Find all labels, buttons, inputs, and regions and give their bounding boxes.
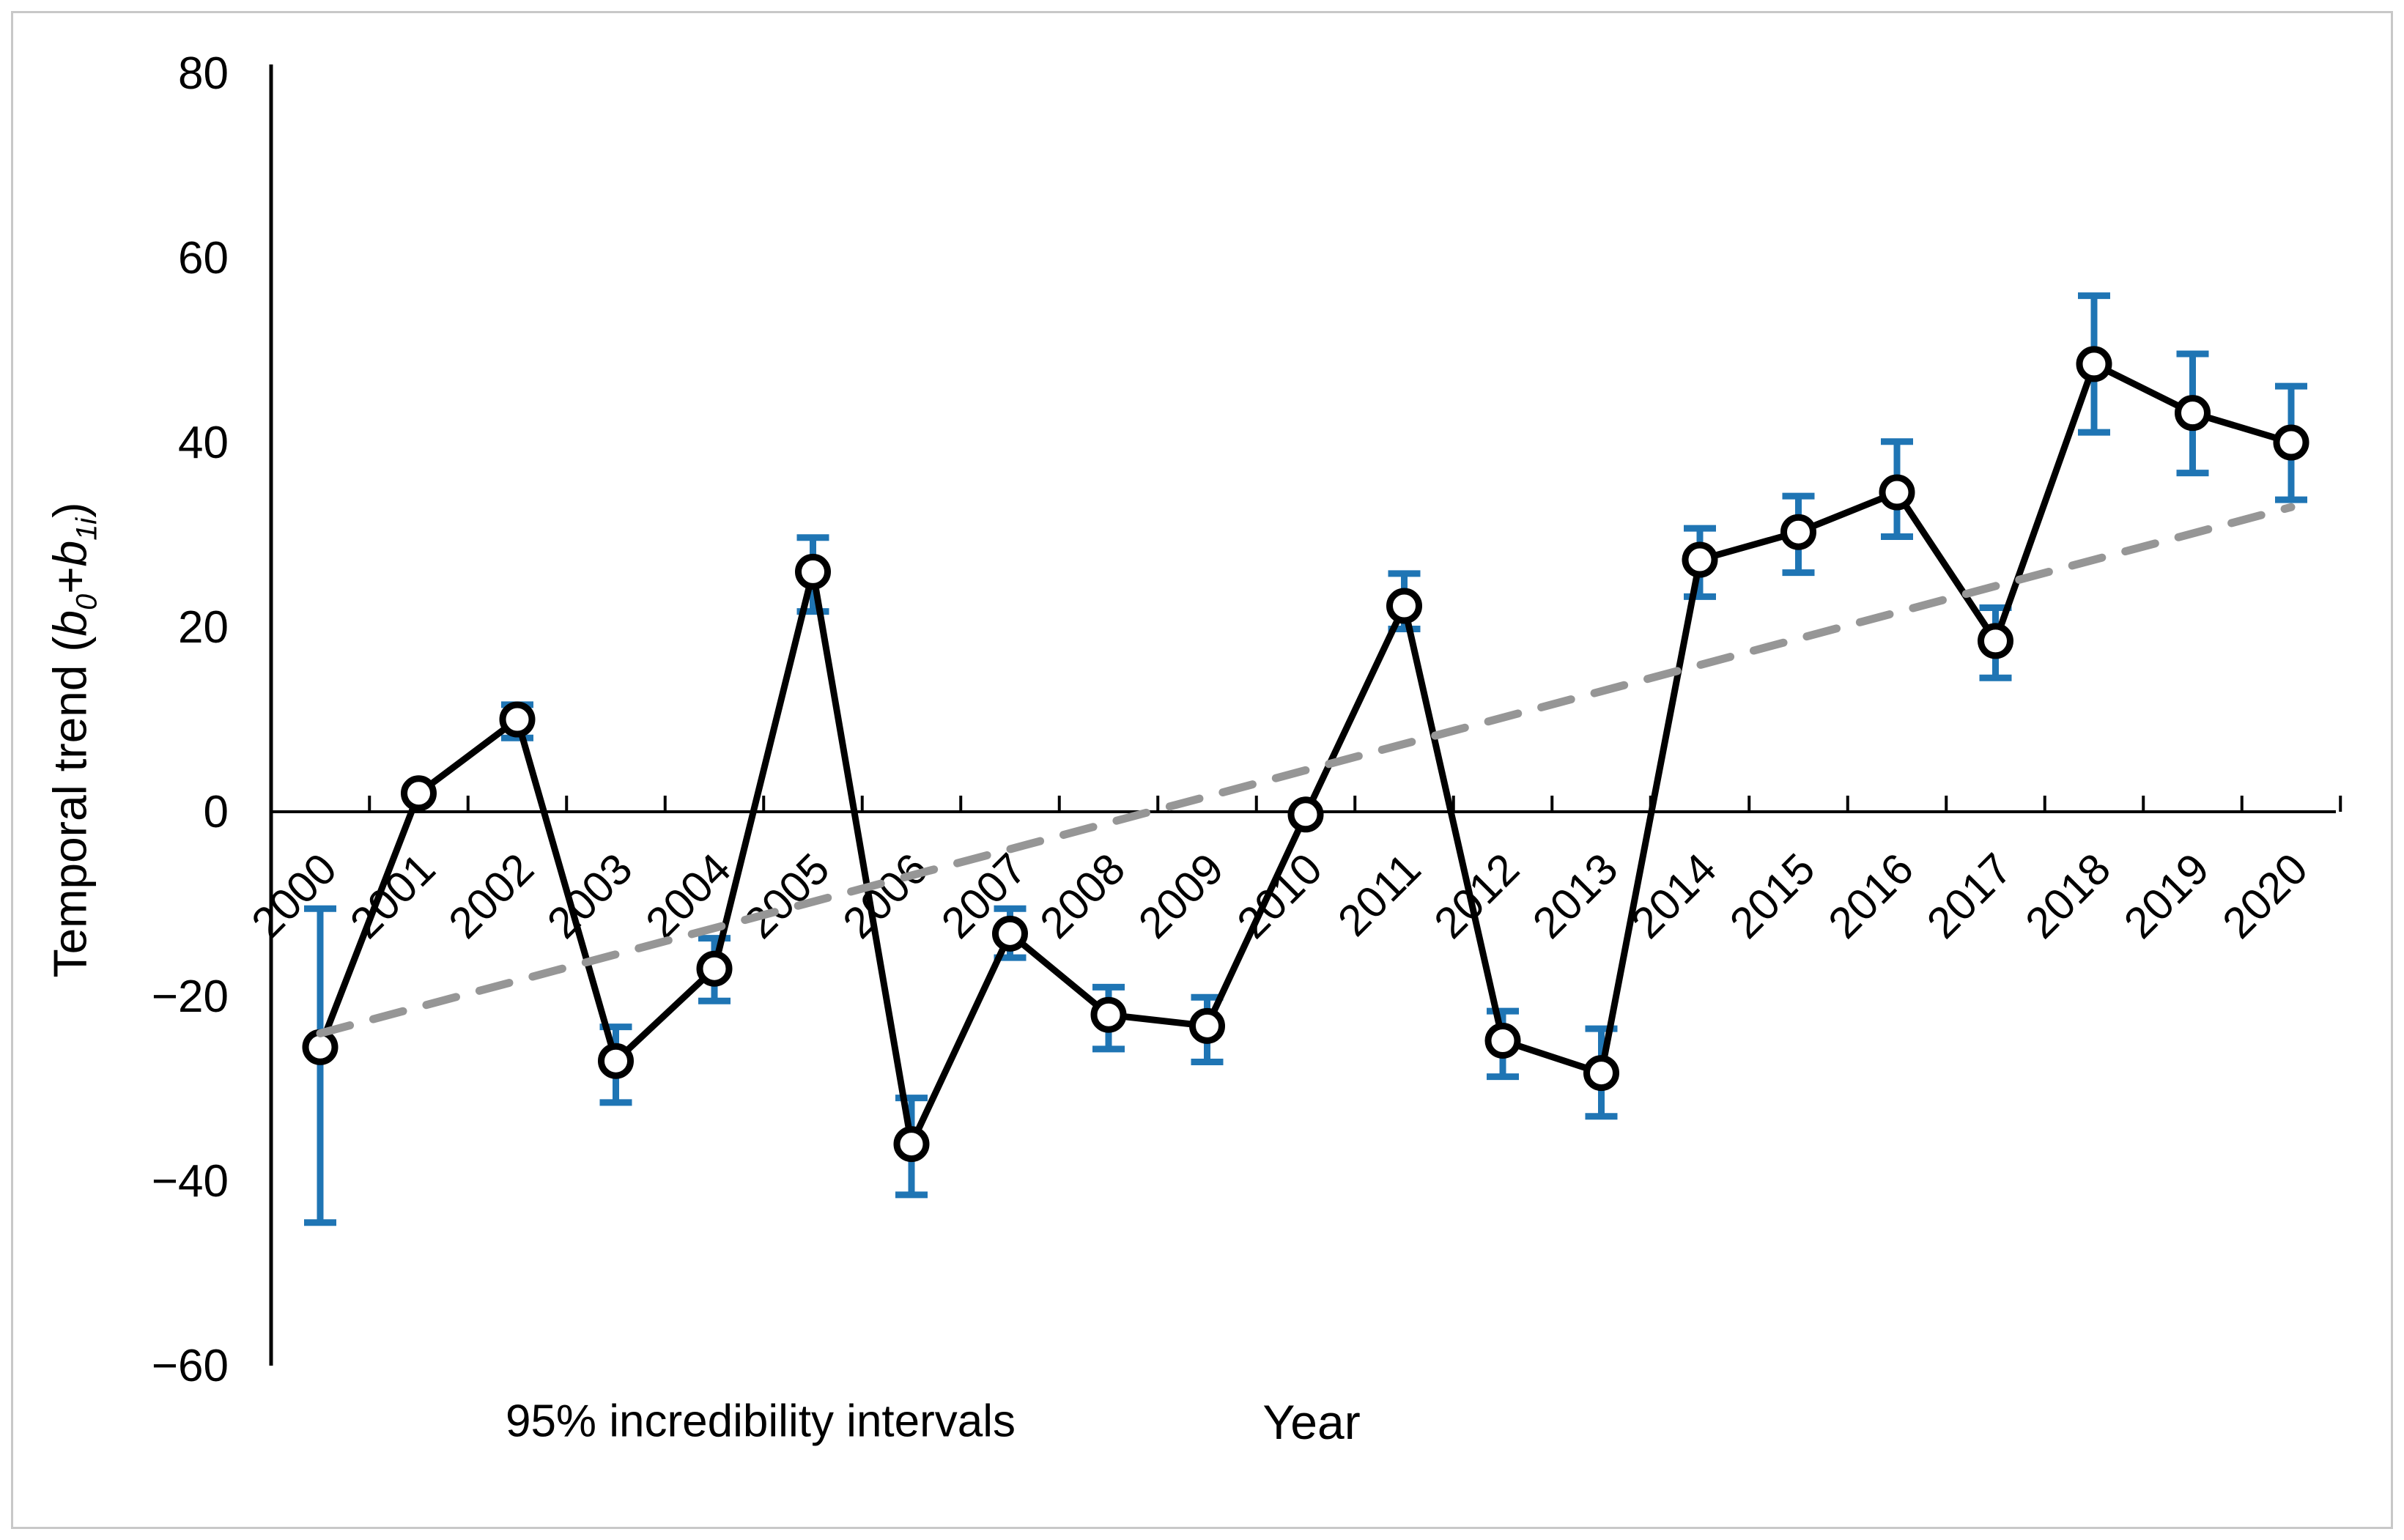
data-point-marker — [401, 775, 437, 812]
data-point-marker — [598, 1043, 634, 1079]
y-tick-labels: 80 60 40 20 0 −20 −40 −60 — [152, 48, 229, 1391]
data-point-marker — [893, 1126, 930, 1163]
y-axis-title-plus: + — [43, 566, 97, 594]
data-point-marker — [795, 553, 831, 590]
x-tick-label: 2002 — [439, 844, 543, 948]
data-point-marker — [1090, 996, 1127, 1033]
data-point-marker — [499, 701, 536, 738]
data-point-marker — [1386, 588, 1422, 624]
x-tick-label: 2016 — [1819, 844, 1923, 948]
y-axis-title-b0-var: b — [43, 610, 97, 637]
y-tick-label: 20 — [178, 602, 229, 653]
data-point-marker — [1978, 623, 2013, 659]
y-tick-label: −20 — [152, 971, 229, 1022]
data-point-marker — [1682, 541, 1718, 578]
trend-line — [316, 503, 2296, 1037]
x-tick-label: 2003 — [538, 844, 642, 948]
y-tick-label: −40 — [152, 1156, 229, 1207]
x-tick-label: 2011 — [1328, 844, 1430, 946]
incredibility-intervals-note: 95% incredibility intervals — [505, 1396, 1016, 1447]
y-axis-title-b1-var: b — [43, 540, 97, 567]
x-ticks — [269, 796, 2342, 812]
data-point-marker — [1583, 1055, 1619, 1092]
y-tick-label: −60 — [152, 1341, 229, 1391]
x-tick-label: 2006 — [833, 844, 937, 948]
data-point-marker — [2273, 424, 2309, 461]
y-axis-title-b1i-sub: 1i — [70, 517, 103, 541]
axes — [269, 64, 2336, 1366]
y-axis-title: Temporal trend (b0+b1i) — [43, 503, 104, 978]
x-tick-label: 2013 — [1523, 844, 1627, 948]
data-markers — [302, 346, 2309, 1163]
x-tick-label: 2018 — [2016, 844, 2120, 948]
data-point-marker — [1484, 1022, 1521, 1059]
y-tick-label: 40 — [178, 418, 229, 468]
data-point-marker — [1879, 474, 1915, 511]
y-axis-title-text: Temporal trend ( — [43, 636, 97, 978]
x-axis-title: Year — [1262, 1395, 1361, 1449]
data-point-marker — [696, 950, 733, 987]
y-tick-label: 60 — [178, 233, 229, 284]
data-point-marker — [1780, 514, 1816, 550]
error-bar — [304, 905, 336, 1226]
data-point-marker — [2175, 395, 2211, 432]
data-point-marker — [1189, 1007, 1225, 1044]
x-tick-label: 2015 — [1720, 844, 1824, 948]
x-tick-labels: 2000200120022003200420052006200720082009… — [242, 844, 2317, 948]
x-tick-label: 2020 — [2213, 844, 2317, 948]
trend-line — [316, 503, 2296, 1037]
y-axis-title-b0-sub: 0 — [70, 593, 103, 610]
x-tick-label: 2009 — [1129, 844, 1233, 948]
x-tick-label: 2000 — [242, 844, 346, 948]
data-point-marker — [992, 915, 1028, 952]
x-tick-label: 2008 — [1030, 844, 1134, 948]
y-tick-label: 0 — [204, 787, 229, 837]
y-tick-label: 80 — [178, 48, 229, 99]
data-point-marker — [1287, 796, 1324, 833]
error-bars — [304, 292, 2307, 1226]
x-tick-label: 2019 — [2115, 844, 2219, 948]
y-axis-title-close: ) — [43, 502, 97, 518]
x-tick-label: 2010 — [1227, 844, 1331, 948]
data-point-marker — [2076, 346, 2112, 382]
x-tick-label: 2017 — [1917, 844, 2022, 948]
